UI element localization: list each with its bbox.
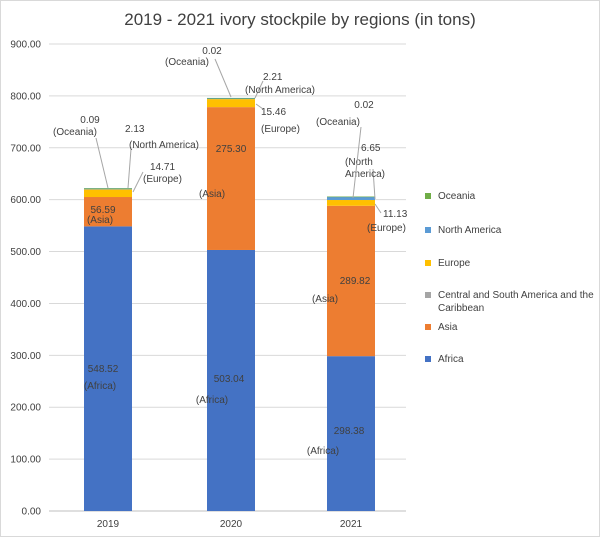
leader-line [132,171,144,193]
data-label-region: (North America) [245,85,315,96]
bars [84,97,375,511]
legend-label: Central and South America and the [438,290,594,301]
bar-segment-africa [207,249,255,511]
data-label-region: (Oceania) [53,127,97,138]
data-label-region: (North [345,157,373,168]
legend-label: Africa [438,354,464,365]
x-tick-label: 2021 [340,519,363,530]
y-tick-label: 600.00 [10,195,41,206]
leader-line [214,58,232,98]
data-label-value: 14.71 [150,162,175,173]
legend-label: Oceania [438,191,476,202]
legend-label: Asia [438,322,458,333]
y-tick-label: 200.00 [10,403,41,414]
data-label-value: 0.02 [354,100,374,111]
y-tick-label: 700.00 [10,143,41,154]
data-label-value: 298.38 [334,426,365,437]
bar-segment-oceania [84,188,132,189]
data-label-value: 0.09 [80,115,100,126]
bar-segment-africa [327,356,375,511]
y-tick-label: 100.00 [10,455,41,466]
data-label-region: (Oceania) [165,57,209,68]
bar-segment-europe [207,99,255,108]
data-label-region: (Asia) [87,215,113,226]
data-label-value: 275.30 [216,144,247,155]
leader-line [374,203,382,214]
bar-segment-asia [84,197,132,227]
bar-segment-europe [327,200,375,206]
data-label-value: 11.13 [383,209,408,220]
legend-label: Caribbean [438,303,484,314]
y-tick-label: 0.00 [22,507,42,518]
legend-swatch [425,227,431,233]
data-label-region: America) [345,169,385,180]
data-label-region: (North America) [129,140,199,151]
bar-segment-asia [207,107,255,250]
data-label-region: (Africa) [196,395,228,406]
data-label-region: (Europe) [143,174,182,185]
leader-line [352,126,362,199]
chart-title: 2019 - 2021 ivory stockpile by regions (… [124,10,476,29]
data-label-value: 15.46 [261,107,286,118]
leader-line [95,137,109,189]
legend-swatch [425,356,431,362]
legend-swatch [425,292,431,298]
leader-line [372,168,376,200]
legend-swatch [425,193,431,199]
data-label-value: 0.02 [202,46,222,57]
data-label-region: (Asia) [199,189,225,200]
leader-line [255,103,264,110]
bar-segment-oceania [207,97,255,99]
data-label-value: 2.21 [263,72,283,83]
legend-label: North America [438,225,502,236]
data-label-value: 548.52 [88,364,119,375]
legend-label: Europe [438,258,471,269]
x-tick-label: 2020 [220,519,243,530]
legend: Oceania North America Europe Central and So… [425,191,594,365]
bar-segment-asia [327,205,375,357]
y-axis: 0.00 100.00 200.00 300.00 400.00 500.00 600.00… [10,40,41,518]
legend-swatch [425,324,431,330]
y-tick-label: 400.00 [10,299,41,310]
bar-segment-africa [84,226,132,511]
y-tick-label: 900.00 [10,40,41,51]
bar-segment-north-america [327,196,375,201]
data-label-region: (Africa) [84,381,116,392]
x-axis: 2019 2020 2021 [97,519,363,530]
x-tick-label: 2019 [97,519,120,530]
data-label-value: 56.59 [90,205,115,216]
leader-line [254,80,264,99]
data-label-region: (Europe) [261,124,300,135]
data-label-value: 289.82 [340,276,371,287]
y-tick-label: 500.00 [10,247,41,258]
data-label-region: (Oceania) [316,117,360,128]
leader-line [127,148,132,189]
y-tick-label: 800.00 [10,91,41,102]
data-label-value: 6.65 [361,143,381,154]
y-tick-label: 300.00 [10,351,41,362]
data-label-region: (Europe) [367,223,406,234]
data-label-value: 2.13 [125,124,145,135]
bar-segment-europe [84,189,132,198]
bar-segment-oceania [327,196,375,198]
legend-swatch [425,260,431,266]
data-labels: 548.52(Africa)56.59(Asia)14.71(Europe)2.… [53,46,408,457]
data-label-value: 503.04 [214,374,245,385]
data-label-region: (Asia) [312,294,338,305]
data-label-region: (Africa) [307,446,339,457]
